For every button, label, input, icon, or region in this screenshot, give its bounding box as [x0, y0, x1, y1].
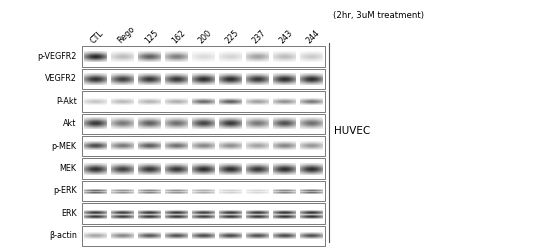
Text: CTL: CTL	[89, 28, 105, 45]
Bar	[82, 46, 325, 67]
Bar	[82, 91, 325, 112]
Bar	[82, 181, 325, 201]
Text: MEK: MEK	[60, 164, 77, 173]
Text: 244: 244	[305, 28, 322, 45]
Bar	[82, 114, 325, 134]
Text: 125: 125	[143, 28, 160, 45]
Text: 225: 225	[224, 28, 241, 45]
Text: (2hr, 3uM treatment): (2hr, 3uM treatment)	[333, 11, 424, 20]
Text: HUVEC: HUVEC	[334, 126, 371, 136]
Bar	[82, 158, 325, 179]
Text: 237: 237	[250, 28, 268, 45]
Text: Rego: Rego	[116, 25, 136, 45]
Bar	[82, 136, 325, 156]
Text: Akt: Akt	[63, 119, 77, 128]
Text: 200: 200	[197, 28, 214, 45]
Text: p-ERK: p-ERK	[53, 186, 77, 196]
Text: p-VEGFR2: p-VEGFR2	[37, 52, 77, 61]
Text: 243: 243	[278, 28, 295, 45]
Text: p-MEK: p-MEK	[52, 142, 77, 151]
Text: P-Akt: P-Akt	[56, 97, 77, 106]
Bar	[82, 226, 325, 246]
Bar	[82, 203, 325, 224]
Text: VEGFR2: VEGFR2	[45, 74, 77, 83]
Text: β-actin: β-actin	[49, 231, 77, 240]
Text: 162: 162	[170, 28, 187, 45]
Bar	[82, 69, 325, 89]
Text: ERK: ERK	[61, 209, 77, 218]
